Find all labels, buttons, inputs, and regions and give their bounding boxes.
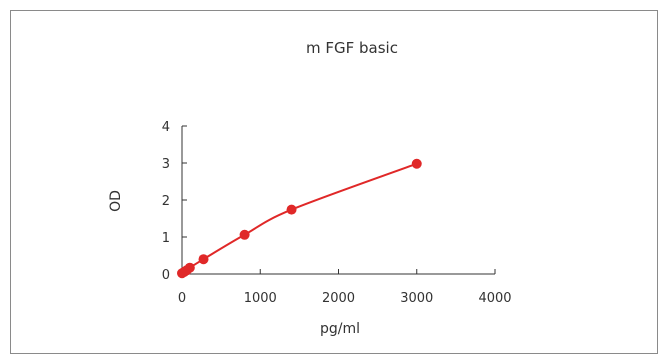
data-point: [198, 254, 209, 265]
y-axis-label: OD: [108, 190, 124, 212]
x-axis-label: pg/ml: [320, 321, 360, 337]
data-point: [286, 204, 297, 215]
fit-curve: [181, 162, 418, 275]
data-point: [184, 262, 195, 273]
x-axis-ticks: 0 1000 2000 3000 4000: [178, 269, 512, 306]
x-tick-label: 2000: [322, 291, 355, 306]
x-tick-label: 3000: [400, 291, 433, 306]
y-tick-label: 2: [162, 194, 170, 209]
axes: [181, 126, 495, 275]
y-tick-label: 1: [162, 231, 170, 246]
y-tick-label: 0: [162, 268, 170, 283]
y-tick-label: 3: [162, 157, 170, 172]
data-points: [177, 158, 422, 279]
y-tick-label: 4: [162, 120, 170, 135]
chart-frame: [10, 10, 658, 354]
x-tick-label: 1000: [244, 291, 277, 306]
x-tick-label: 0: [178, 291, 186, 306]
data-point: [411, 158, 422, 169]
x-tick-label: 4000: [478, 291, 511, 306]
chart-title: m FGF basic: [306, 39, 398, 57]
data-point: [239, 229, 250, 240]
y-axis-ticks: 0 1 2 3 4: [162, 120, 187, 283]
